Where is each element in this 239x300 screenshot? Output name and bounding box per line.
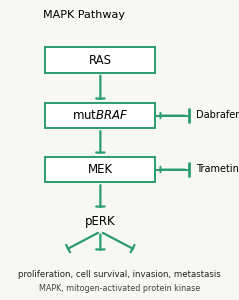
FancyBboxPatch shape xyxy=(45,157,155,182)
Text: Trametinib: Trametinib xyxy=(196,164,239,175)
FancyBboxPatch shape xyxy=(45,103,155,128)
FancyBboxPatch shape xyxy=(45,47,155,73)
Text: proliferation, cell survival, invasion, metastasis: proliferation, cell survival, invasion, … xyxy=(18,270,221,279)
Text: MAPK, mitogen-activated protein kinase: MAPK, mitogen-activated protein kinase xyxy=(39,284,200,293)
Text: Dabrafenib: Dabrafenib xyxy=(196,110,239,121)
Text: mut$\mathit{BRAF}$: mut$\mathit{BRAF}$ xyxy=(72,109,129,122)
Text: RAS: RAS xyxy=(89,53,112,67)
Text: MAPK Pathway: MAPK Pathway xyxy=(43,11,125,20)
Text: pERK: pERK xyxy=(85,215,116,229)
Text: MEK: MEK xyxy=(88,163,113,176)
